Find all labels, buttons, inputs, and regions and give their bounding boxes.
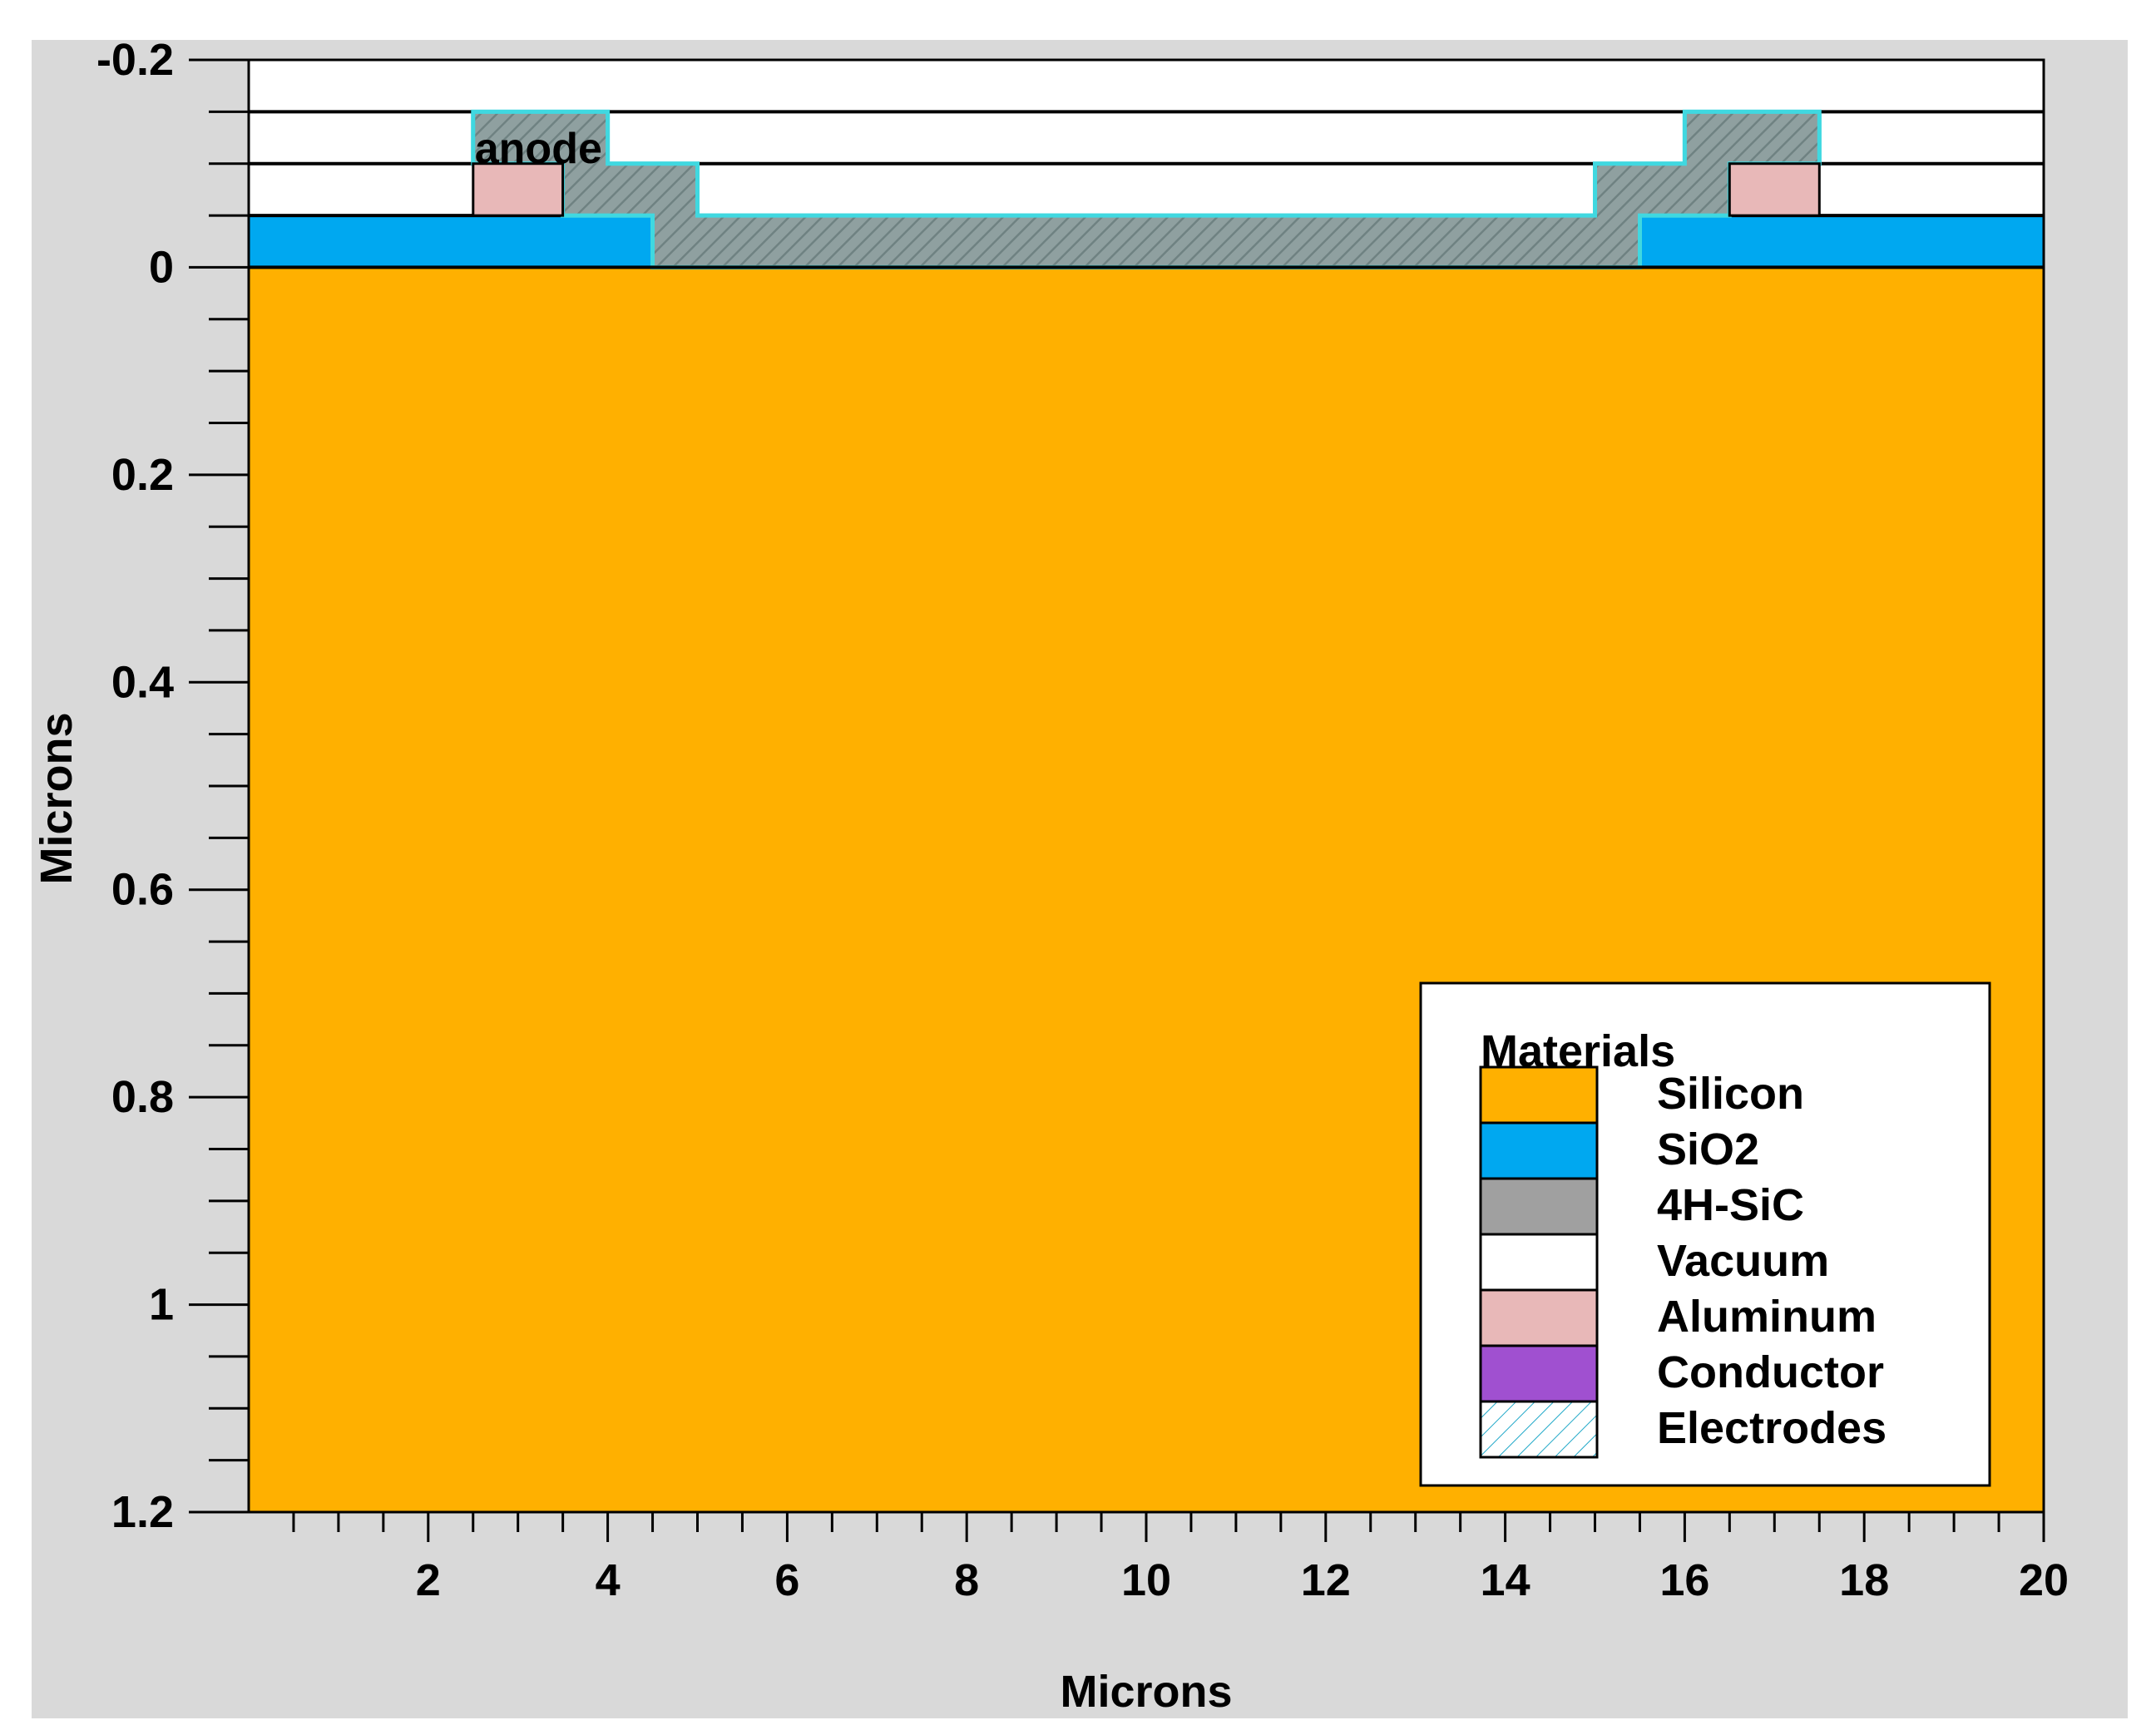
y-tick-label: 0.2 — [111, 450, 174, 500]
x-tick-label: 8 — [954, 1555, 979, 1605]
y-tick-label: -0.2 — [96, 35, 174, 85]
x-tick-label: 10 — [1121, 1555, 1171, 1605]
region-sio2-2 — [249, 215, 653, 268]
y-tick-label: 0.4 — [111, 657, 174, 707]
region-sio2-3 — [1639, 215, 2044, 268]
legend-swatch-4h-sic — [1479, 1177, 1599, 1236]
x-tick-label: 2 — [416, 1555, 441, 1605]
x-tick-label: 6 — [774, 1555, 799, 1605]
x-axis-title: Microns — [1060, 1667, 1232, 1717]
x-tick-label: 4 — [596, 1555, 621, 1605]
y-tick-label: 1 — [149, 1280, 174, 1330]
legend-label-electrodes: Electrodes — [1657, 1403, 1886, 1453]
legend-label-vacuum: Vacuum — [1657, 1236, 1829, 1286]
legend-label-4h-sic: 4H-SiC — [1657, 1180, 1804, 1230]
y-tick-label: 0.8 — [111, 1072, 174, 1122]
x-tick-label: 14 — [1481, 1555, 1530, 1605]
legend-swatch-aluminum — [1479, 1288, 1599, 1347]
y-tick-label: 0 — [149, 242, 174, 292]
anode-label: anode — [475, 125, 602, 173]
aluminum-contact-0 — [472, 162, 565, 217]
y-tick-label: 1.2 — [111, 1487, 174, 1537]
legend-swatch-silicon — [1479, 1065, 1599, 1125]
legend-swatch-electrodes — [1479, 1400, 1599, 1459]
legend-label-conductor: Conductor — [1657, 1347, 1884, 1397]
x-tick-label: 16 — [1659, 1555, 1709, 1605]
x-tick-label: 12 — [1301, 1555, 1351, 1605]
legend-label-sio2: SiO2 — [1657, 1125, 1759, 1174]
legend-title: Materials — [1481, 1026, 1675, 1076]
x-tick-label: 18 — [1839, 1555, 1889, 1605]
aluminum-contact-1 — [1728, 162, 1821, 217]
legend-swatch-sio2 — [1479, 1121, 1599, 1180]
legend-label-silicon: Silicon — [1657, 1069, 1804, 1119]
y-tick-label: 0.6 — [111, 865, 174, 915]
y-axis-title: Microns — [32, 712, 82, 884]
legend-label-aluminum: Aluminum — [1657, 1292, 1877, 1342]
x-tick-label: 20 — [2019, 1555, 2069, 1605]
legend-swatch-vacuum — [1479, 1233, 1599, 1292]
legend-swatch-conductor — [1479, 1344, 1599, 1403]
